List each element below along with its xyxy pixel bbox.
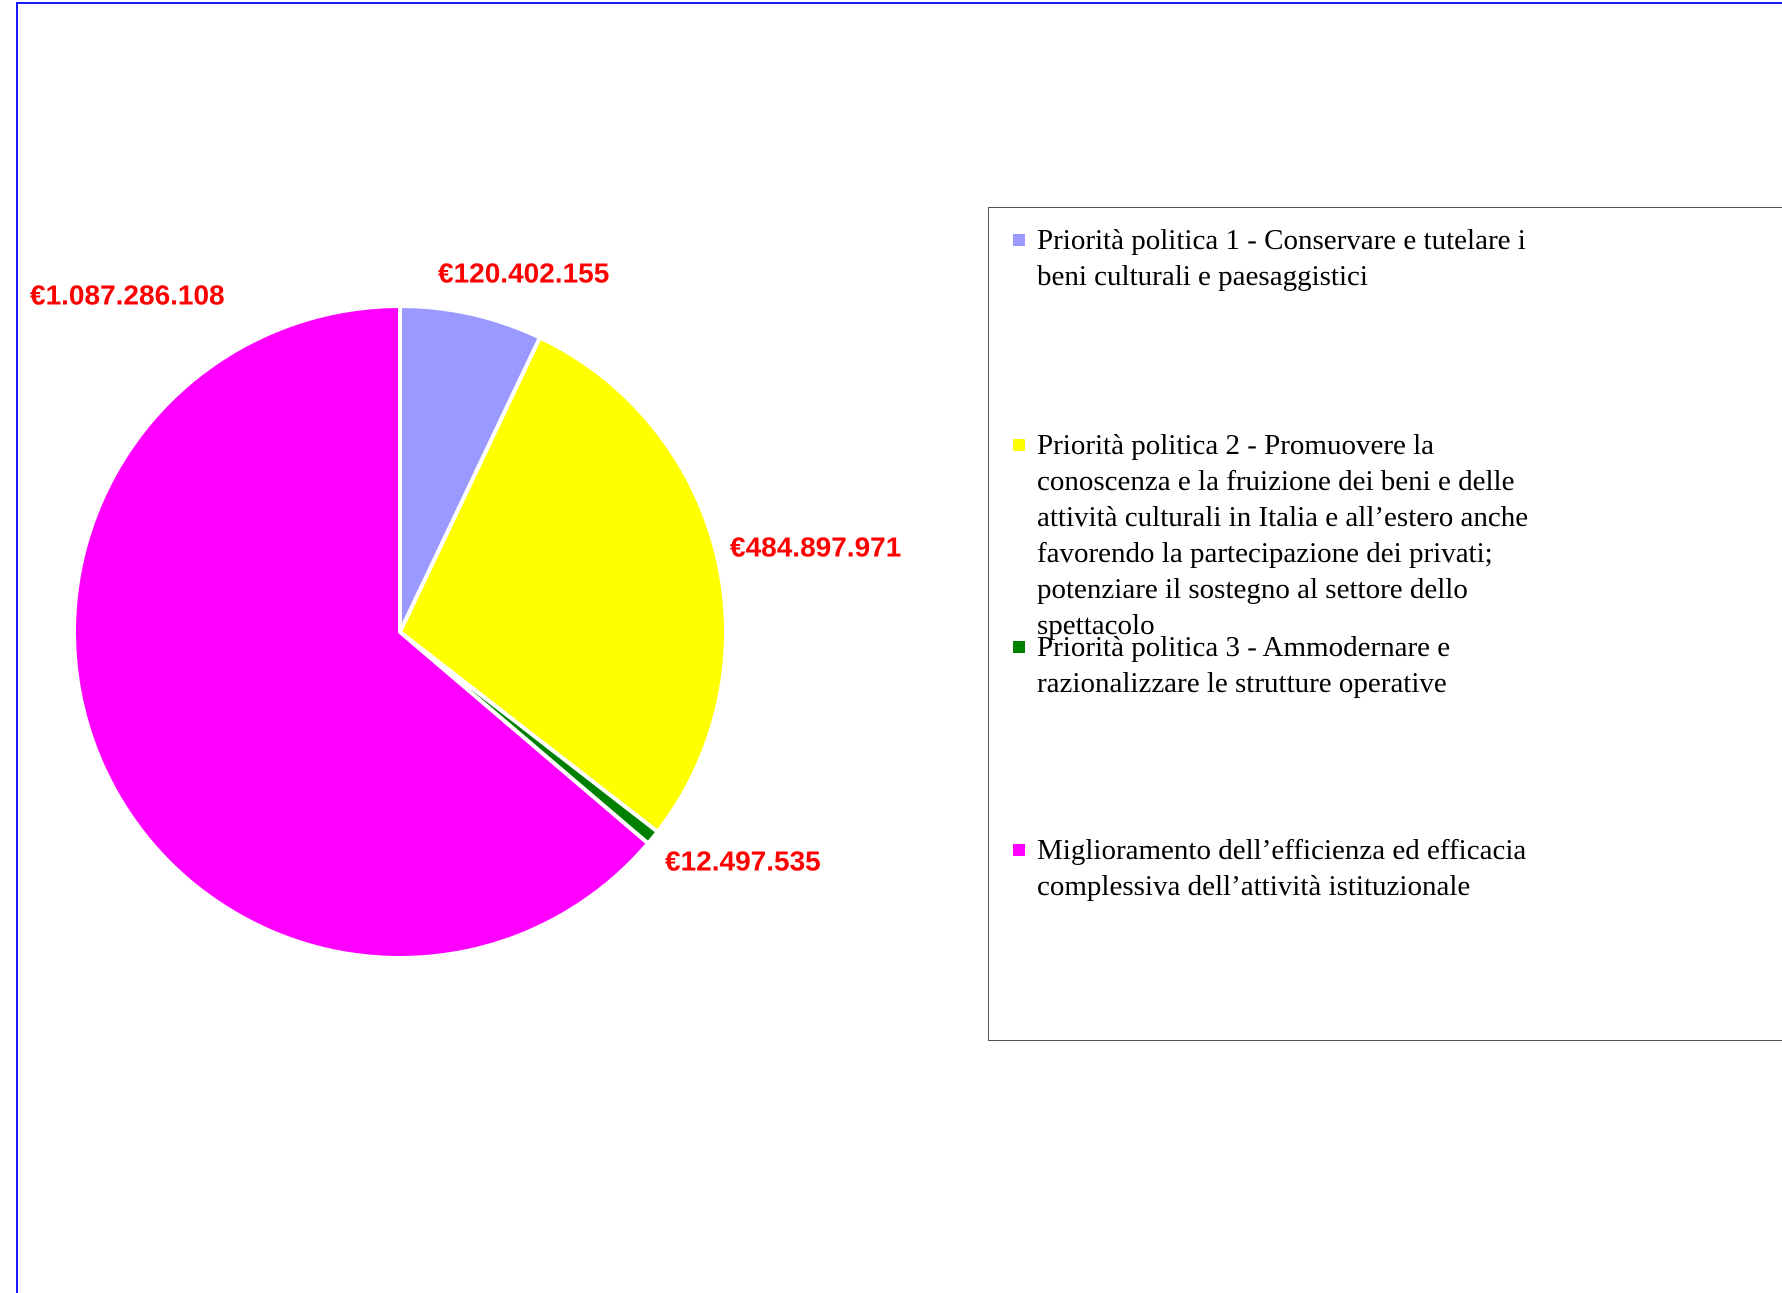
legend-swatch (1013, 234, 1025, 246)
data-label: €1.087.286.108 (30, 279, 225, 310)
data-label: €484.897.971 (730, 531, 901, 562)
legend-swatch (1013, 844, 1025, 856)
legend-item: Priorità politica 1 - Conservare e tutel… (1013, 222, 1559, 294)
legend-swatch (1013, 439, 1025, 451)
legend-label: Priorità politica 1 - Conservare e tutel… (1037, 224, 1526, 292)
legend-label: Priorità politica 3 - Ammodernare e razi… (1037, 631, 1451, 699)
legend-item: Priorità politica 3 - Ammodernare e razi… (1013, 629, 1559, 701)
data-label: €12.497.535 (665, 845, 821, 876)
pie-slice (398, 304, 542, 634)
legend-item: Priorità politica 2 - Promuovere la cono… (1013, 427, 1559, 643)
legend-label: Miglioramento dell’efficienza ed efficac… (1037, 834, 1527, 902)
legend: Priorità politica 1 - Conservare e tutel… (988, 207, 1782, 1041)
legend-swatch (1013, 641, 1025, 653)
pie-slice (398, 335, 728, 834)
legend-item: Miglioramento dell’efficienza ed efficac… (1013, 832, 1559, 904)
pie-slice (72, 304, 651, 960)
data-label: €120.402.155 (438, 257, 609, 288)
frame (16, 2, 1782, 1293)
legend-label: Priorità politica 2 - Promuovere la cono… (1037, 429, 1529, 641)
